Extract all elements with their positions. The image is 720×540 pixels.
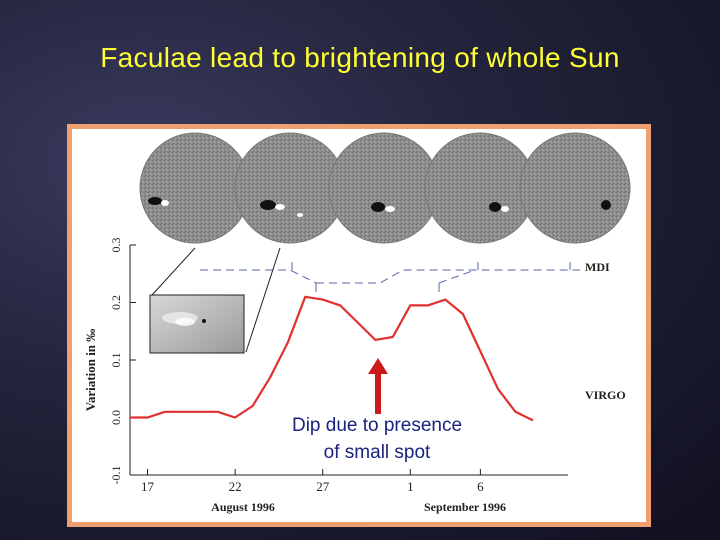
annotation-line-2: of small spot xyxy=(324,442,431,463)
annotation-line-1: Dip due to presence xyxy=(292,415,462,436)
magnetogram-disc xyxy=(424,132,536,244)
mdi-brackets xyxy=(200,262,580,292)
x-axis-label-august: August 1996 xyxy=(211,500,275,514)
y-tick-label: 0.2 xyxy=(109,295,123,310)
x-tick-label: 17 xyxy=(141,479,155,494)
series-line-virgo xyxy=(130,295,534,422)
y-tick-label: 0.3 xyxy=(109,238,123,253)
magnetogram-row xyxy=(139,132,631,244)
y-tick-label: -0.1 xyxy=(109,466,123,485)
y-tick-label: 0.0 xyxy=(109,410,123,425)
label-virgo: VIRGO xyxy=(585,388,626,402)
magnetogram-disc xyxy=(234,132,346,244)
y-tick-label: 0.1 xyxy=(109,353,123,368)
inset-connectors xyxy=(151,247,281,353)
x-tick-label: 1 xyxy=(407,479,414,494)
x-axis-label-september: September 1996 xyxy=(424,500,506,514)
x-axis-ticks: 17 22 27 1 6 xyxy=(141,469,484,494)
x-tick-label: 6 xyxy=(477,479,484,494)
magnetogram-disc xyxy=(328,132,440,244)
slide-title: Faculae lead to brightening of whole Sun xyxy=(100,42,620,73)
magnetogram-disc xyxy=(519,132,631,244)
magnetogram-disc xyxy=(139,132,251,244)
label-mdi: MDI xyxy=(585,260,610,274)
annotation-arrow xyxy=(368,358,388,414)
plot-axes xyxy=(129,245,568,476)
y-axis-ticks: -0.1 0.0 0.1 0.2 0.3 xyxy=(109,238,136,485)
y-axis-label: Variation in ‰ xyxy=(83,329,98,412)
inset-zoom-image xyxy=(149,294,245,354)
x-tick-label: 27 xyxy=(316,479,330,494)
x-tick-label: 22 xyxy=(229,479,242,494)
